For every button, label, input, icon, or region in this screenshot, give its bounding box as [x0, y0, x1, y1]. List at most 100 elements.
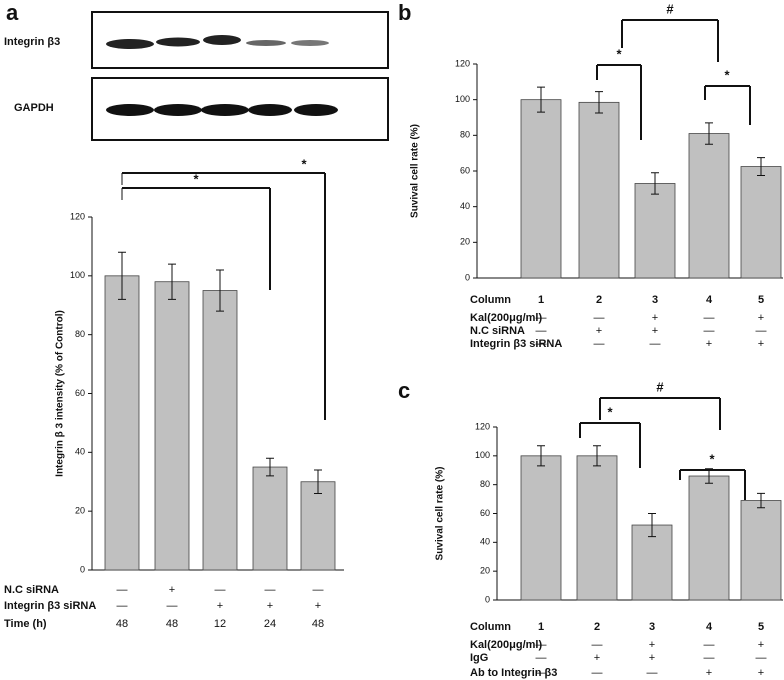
band — [154, 104, 202, 116]
error-bar — [266, 457, 274, 477]
condition-mark: + — [652, 325, 658, 337]
bar — [300, 481, 336, 571]
bar — [202, 290, 238, 571]
panel-letter: c — [398, 378, 410, 403]
condition-mark: + — [706, 667, 712, 679]
error-bar — [705, 122, 713, 145]
condition-label: Kal(200μg/ml) — [470, 312, 542, 324]
significance-label: * — [301, 156, 307, 171]
error-bar — [757, 157, 765, 176]
y-tick-label: 60 — [75, 388, 85, 398]
condition-mark: + — [267, 600, 273, 612]
x-tick-label: 3 — [649, 621, 655, 633]
x-tick-label: 1 — [538, 294, 544, 306]
y-tick-label: 120 — [70, 211, 85, 221]
condition-mark: + — [758, 312, 764, 324]
blot-images — [91, 11, 389, 141]
error-bar — [651, 172, 659, 195]
error-bar — [314, 469, 322, 495]
y-tick-label: 60 — [460, 165, 470, 175]
condition-mark: + — [758, 639, 764, 651]
y-tick-label: 80 — [75, 329, 85, 339]
band — [246, 40, 286, 46]
bar — [631, 524, 673, 601]
y-tick-label: 100 — [455, 94, 470, 104]
condition-mark: 48 — [116, 618, 128, 630]
y-axis-label: Integrin β 3 intensity (% of Control) — [55, 310, 66, 477]
band — [106, 104, 154, 116]
condition-mark: — — [594, 338, 605, 350]
condition-mark: — — [704, 325, 715, 337]
condition-mark: — — [592, 667, 603, 679]
bar — [252, 466, 288, 571]
condition-mark: — — [215, 584, 226, 596]
x-tick-label: 2 — [596, 294, 602, 306]
y-tick-label: 80 — [460, 130, 470, 140]
error-bar — [705, 468, 713, 484]
significance-label: * — [724, 67, 730, 82]
bar — [688, 475, 730, 601]
blot-label: Integrin β3 — [4, 36, 60, 48]
condition-mark: + — [758, 667, 764, 679]
condition-mark: + — [596, 325, 602, 337]
condition-mark: — — [313, 584, 324, 596]
y-tick-label: 20 — [460, 237, 470, 247]
x-tick-label: 1 — [538, 621, 544, 633]
significance-label: * — [193, 171, 199, 186]
error-bar — [595, 91, 603, 114]
x-tick-label: 4 — [706, 294, 713, 306]
condition-mark: — — [117, 584, 128, 596]
condition-mark: — — [536, 312, 547, 324]
condition-mark: — — [704, 652, 715, 664]
condition-mark: — — [704, 639, 715, 651]
condition-mark: 12 — [214, 618, 226, 630]
condition-mark: — — [650, 338, 661, 350]
error-bar — [537, 445, 545, 467]
condition-mark: — — [756, 325, 767, 337]
condition-mark: — — [167, 600, 178, 612]
panel-letter: a — [6, 0, 19, 25]
condition-mark: + — [217, 600, 223, 612]
condition-mark: + — [315, 600, 321, 612]
condition-mark: 48 — [166, 618, 178, 630]
condition-mark: + — [649, 639, 655, 651]
condition-mark: + — [758, 338, 764, 350]
y-tick-label: 100 — [475, 450, 490, 460]
condition-label: Time (h) — [4, 618, 47, 630]
error-bar — [537, 86, 545, 113]
condition-label: Integrin β3 siRNA — [4, 600, 96, 612]
y-tick-label: 80 — [480, 479, 490, 489]
y-axis-label: Suvival cell rate (%) — [435, 467, 446, 561]
y-tick-label: 0 — [465, 272, 470, 282]
y-tick-label: 120 — [455, 58, 470, 68]
error-bar — [648, 513, 656, 538]
band — [203, 35, 241, 45]
bar — [154, 281, 190, 571]
y-tick-label: 0 — [485, 594, 490, 604]
significance-label: * — [709, 451, 715, 466]
condition-mark: — — [117, 600, 128, 612]
y-tick-label: 0 — [80, 564, 85, 574]
error-bar — [118, 251, 126, 300]
x-tick-label: 5 — [758, 294, 764, 306]
condition-mark: 24 — [264, 618, 276, 630]
condition-label: Kal(200μg/ml) — [470, 639, 542, 651]
y-tick-label: 40 — [480, 537, 490, 547]
condition-label: N.C siRNA — [4, 584, 59, 596]
bar — [740, 166, 782, 279]
band — [291, 40, 329, 46]
significance-label: # — [656, 379, 664, 394]
condition-mark: + — [652, 312, 658, 324]
band — [106, 39, 154, 49]
bar — [576, 455, 618, 601]
condition-mark: — — [536, 338, 547, 350]
condition-mark: — — [536, 639, 547, 651]
condition-mark: — — [265, 584, 276, 596]
bar — [520, 99, 562, 279]
condition-mark: — — [594, 312, 605, 324]
band — [248, 104, 292, 116]
bar — [688, 133, 730, 279]
condition-mark: — — [704, 312, 715, 324]
y-tick-label: 20 — [75, 506, 85, 516]
